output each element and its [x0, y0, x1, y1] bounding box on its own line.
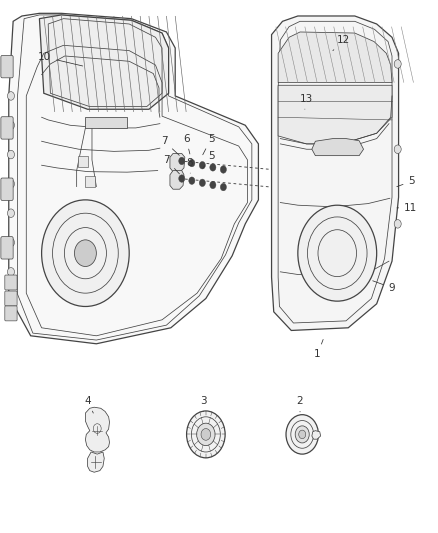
FancyBboxPatch shape [85, 176, 95, 187]
Text: 13: 13 [300, 94, 313, 109]
Polygon shape [85, 117, 127, 128]
FancyBboxPatch shape [5, 291, 17, 306]
Polygon shape [39, 15, 169, 109]
Polygon shape [9, 13, 258, 344]
Text: 4: 4 [84, 396, 93, 413]
Text: 7: 7 [163, 155, 180, 174]
Circle shape [7, 238, 14, 247]
FancyBboxPatch shape [1, 178, 13, 200]
Text: 8: 8 [186, 158, 193, 173]
Polygon shape [312, 139, 364, 156]
Text: 5: 5 [203, 134, 215, 155]
Polygon shape [312, 431, 321, 439]
Circle shape [298, 205, 377, 301]
Text: 12: 12 [333, 35, 350, 51]
Polygon shape [278, 85, 392, 144]
Text: 6: 6 [183, 134, 190, 154]
FancyBboxPatch shape [1, 55, 13, 78]
Circle shape [220, 166, 226, 173]
Circle shape [7, 150, 14, 159]
Circle shape [299, 430, 306, 439]
Text: 2: 2 [297, 396, 304, 412]
Circle shape [187, 411, 225, 458]
Polygon shape [170, 171, 184, 189]
FancyBboxPatch shape [5, 275, 17, 290]
Polygon shape [278, 32, 392, 83]
Text: 10: 10 [38, 52, 83, 66]
Polygon shape [170, 154, 185, 172]
Text: 3: 3 [200, 396, 207, 411]
Circle shape [179, 157, 185, 165]
FancyBboxPatch shape [1, 237, 13, 259]
Circle shape [199, 179, 205, 187]
FancyBboxPatch shape [78, 156, 88, 167]
Circle shape [74, 240, 96, 266]
Circle shape [220, 183, 226, 191]
Circle shape [189, 177, 195, 184]
Text: 1: 1 [314, 340, 323, 359]
Text: 11: 11 [397, 203, 417, 213]
Circle shape [199, 161, 205, 169]
Circle shape [7, 121, 14, 130]
Circle shape [394, 145, 401, 154]
FancyBboxPatch shape [5, 306, 17, 321]
Circle shape [295, 426, 309, 443]
Circle shape [394, 60, 401, 68]
Polygon shape [272, 16, 399, 330]
Circle shape [7, 180, 14, 188]
Text: 9: 9 [373, 281, 396, 293]
Text: 5: 5 [203, 151, 215, 168]
Circle shape [286, 415, 318, 454]
Circle shape [7, 297, 14, 305]
Circle shape [394, 220, 401, 228]
Circle shape [42, 200, 129, 306]
Circle shape [210, 181, 216, 189]
Circle shape [179, 175, 185, 182]
Circle shape [201, 429, 211, 440]
Text: 7: 7 [161, 136, 179, 155]
Polygon shape [88, 452, 104, 472]
Circle shape [7, 92, 14, 100]
Circle shape [7, 268, 14, 276]
Circle shape [7, 209, 14, 217]
Circle shape [189, 159, 195, 167]
Circle shape [197, 423, 215, 446]
Polygon shape [85, 407, 110, 452]
Text: 5: 5 [397, 176, 415, 187]
FancyBboxPatch shape [1, 117, 13, 139]
Circle shape [210, 164, 216, 171]
